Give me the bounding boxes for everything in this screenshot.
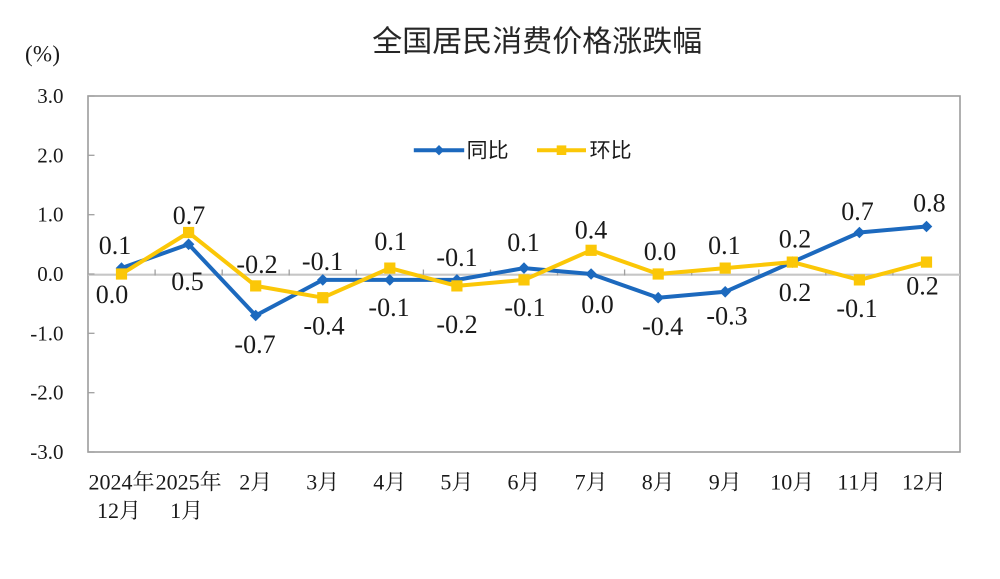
svg-text:0.1: 0.1 xyxy=(507,228,540,257)
svg-text:9: 9 xyxy=(709,470,720,495)
svg-text:-0.1: -0.1 xyxy=(836,294,877,323)
svg-text:-0.1: -0.1 xyxy=(368,293,409,322)
svg-text:3.0: 3.0 xyxy=(37,84,63,108)
svg-text:0.5: 0.5 xyxy=(171,267,204,296)
svg-text:0.1: 0.1 xyxy=(374,227,407,256)
svg-text:6: 6 xyxy=(508,470,519,495)
svg-text:5: 5 xyxy=(440,470,451,495)
svg-text:-0.4: -0.4 xyxy=(642,312,683,341)
svg-text:1: 1 xyxy=(170,498,181,523)
svg-text:-2.0: -2.0 xyxy=(30,381,63,405)
svg-text:-0.1: -0.1 xyxy=(302,247,343,276)
svg-text:-0.3: -0.3 xyxy=(706,302,747,331)
svg-text:-1.0: -1.0 xyxy=(30,321,63,345)
svg-text:0.2: 0.2 xyxy=(906,272,939,301)
svg-text:2025: 2025 xyxy=(156,470,200,495)
svg-text:0.7: 0.7 xyxy=(841,197,874,226)
svg-text:-0.2: -0.2 xyxy=(236,250,277,279)
svg-text:-0.7: -0.7 xyxy=(234,330,275,359)
svg-text:12: 12 xyxy=(97,498,119,523)
svg-text:12: 12 xyxy=(902,470,924,495)
svg-text:2: 2 xyxy=(239,470,250,495)
svg-text:7: 7 xyxy=(575,470,586,495)
svg-text:0.0: 0.0 xyxy=(581,290,614,319)
svg-text:-0.4: -0.4 xyxy=(303,312,344,341)
svg-text:2024: 2024 xyxy=(89,470,133,495)
svg-text:0.2: 0.2 xyxy=(779,278,812,307)
svg-text:0.4: 0.4 xyxy=(575,216,608,245)
svg-text:0.1: 0.1 xyxy=(99,231,132,260)
svg-text:0.0: 0.0 xyxy=(96,280,129,309)
svg-text:2.0: 2.0 xyxy=(37,143,63,167)
svg-text:0.7: 0.7 xyxy=(173,201,206,230)
svg-text:1.0: 1.0 xyxy=(37,203,63,227)
svg-text:4: 4 xyxy=(373,470,384,495)
svg-text:8: 8 xyxy=(642,470,653,495)
svg-text:0.0: 0.0 xyxy=(644,237,677,266)
svg-text:0.8: 0.8 xyxy=(913,188,946,217)
svg-text:-0.1: -0.1 xyxy=(436,243,477,272)
svg-text:0.2: 0.2 xyxy=(779,225,812,254)
svg-text:0.0: 0.0 xyxy=(37,262,63,286)
svg-text:10: 10 xyxy=(770,470,792,495)
svg-text:-3.0: -3.0 xyxy=(30,440,63,464)
svg-text:11: 11 xyxy=(837,470,859,495)
svg-text:(%): (%) xyxy=(25,42,60,67)
svg-text:-0.1: -0.1 xyxy=(504,293,545,322)
svg-text:0.1: 0.1 xyxy=(708,231,741,260)
svg-text:-0.2: -0.2 xyxy=(436,310,477,339)
svg-text:3: 3 xyxy=(306,470,317,495)
